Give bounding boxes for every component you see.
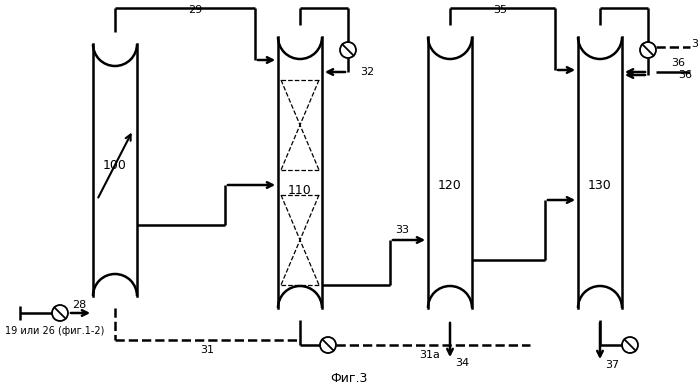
Text: 31а: 31а — [419, 350, 440, 360]
Text: 100: 100 — [103, 158, 127, 172]
Text: 36а: 36а — [691, 39, 698, 49]
Text: 36: 36 — [671, 58, 685, 68]
Text: 35: 35 — [493, 5, 507, 15]
Text: 28: 28 — [72, 300, 87, 310]
Text: 32: 32 — [360, 67, 374, 77]
Text: 120: 120 — [438, 179, 462, 191]
Text: Фиг.3: Фиг.3 — [330, 371, 368, 384]
Text: 37: 37 — [605, 360, 619, 370]
Text: 31: 31 — [200, 345, 214, 355]
Text: 110: 110 — [288, 184, 312, 196]
Text: 19 или 26 (фиг.1-2): 19 или 26 (фиг.1-2) — [5, 326, 105, 336]
Text: 33: 33 — [395, 225, 409, 235]
Text: 29: 29 — [188, 5, 202, 15]
Text: 130: 130 — [588, 179, 612, 191]
Text: 34: 34 — [455, 358, 469, 368]
Text: 36: 36 — [678, 70, 692, 80]
